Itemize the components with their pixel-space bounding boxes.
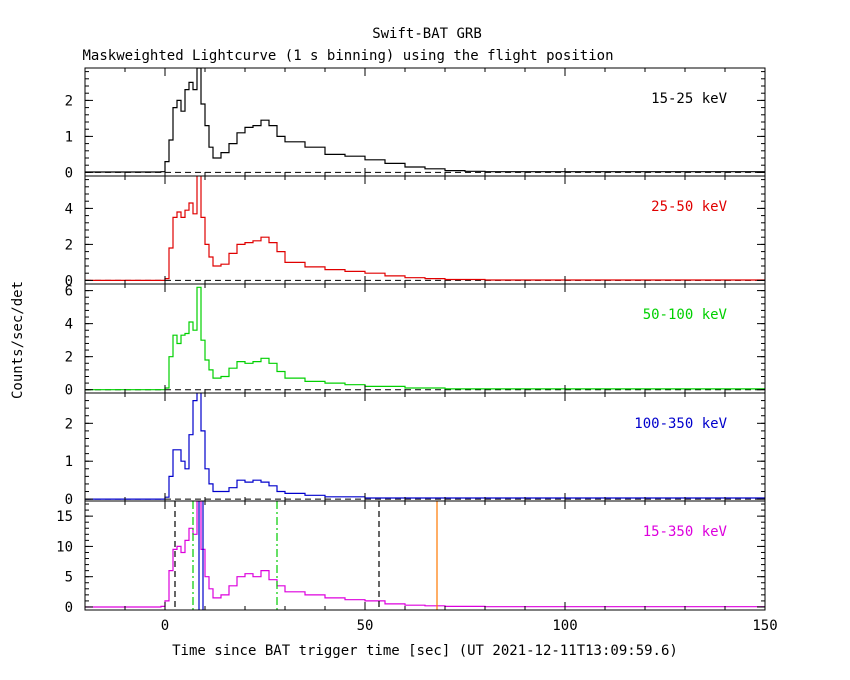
y-tick-label: 2 (65, 416, 73, 432)
y-tick-label: 2 (65, 350, 73, 366)
panel-frame (84, 67, 766, 177)
y-axis-label: Counts/sec/det (10, 281, 26, 399)
series-line (85, 501, 765, 608)
y-tick-label: 0 (65, 492, 73, 508)
y-tick-label: 0 (65, 383, 73, 399)
chart-subtitle: Maskweighted Lightcurve (1 s binning) us… (82, 48, 613, 64)
x-tick-label: 0 (161, 618, 169, 634)
panel-1: 0 2 4 25-50 keV (65, 175, 766, 289)
panel-frame (84, 392, 766, 502)
band-label: 15-350 keV (643, 524, 728, 540)
y-tick-label: 0 (65, 273, 73, 289)
y-tick-label: 10 (56, 539, 73, 555)
y-tick-label: 4 (65, 317, 73, 333)
x-axis-label: Time since BAT trigger time [sec] (UT 20… (172, 643, 678, 659)
band-label: 25-50 keV (651, 199, 727, 215)
series-line (85, 286, 765, 391)
series-line (85, 68, 765, 173)
panel-0: 0 1 2 15-25 keV (65, 67, 766, 181)
chart-title: Swift-BAT GRB (372, 26, 482, 42)
y-tick-label: 1 (65, 129, 73, 145)
x-tick-label: 50 (357, 618, 374, 634)
y-tick-label: 5 (65, 570, 73, 586)
x-tick-label: 100 (552, 618, 577, 634)
x-tick-label: 150 (752, 618, 777, 634)
y-tick-label: 4 (65, 201, 73, 217)
panel-3: 0 1 2 100-350 keV (65, 392, 766, 508)
y-tick-label: 15 (56, 509, 73, 525)
series-line (85, 393, 765, 500)
y-tick-label: 2 (65, 237, 73, 253)
y-tick-label: 6 (65, 284, 73, 300)
panel-frame (84, 175, 766, 285)
band-label: 50-100 keV (643, 307, 728, 323)
series-line (85, 176, 765, 281)
panel-frame (84, 283, 766, 394)
band-label: 15-25 keV (651, 91, 727, 107)
y-tick-label: 0 (65, 165, 73, 181)
y-tick-label: 2 (65, 93, 73, 109)
y-tick-label: 1 (65, 454, 73, 470)
y-tick-label: 0 (65, 600, 73, 616)
panel-frame (84, 500, 766, 611)
band-label: 100-350 keV (634, 416, 727, 432)
panel-2: 0 2 4 6 50-100 keV (65, 283, 766, 399)
